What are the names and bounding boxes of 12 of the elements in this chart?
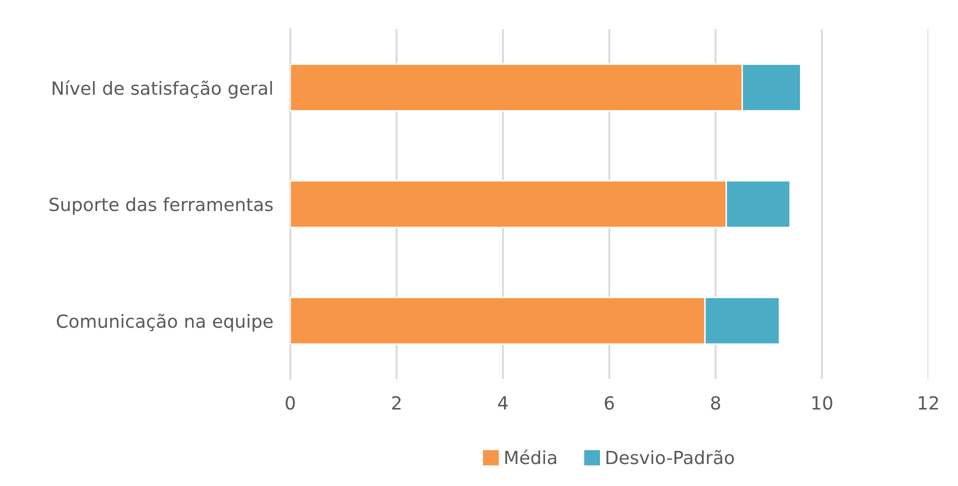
x-tick-label: 4 — [498, 396, 508, 410]
y-tick-label: Nível de satisfação geral — [52, 80, 272, 98]
x-tick-label: 6 — [604, 396, 614, 410]
x-tick-label: 12 — [918, 396, 938, 410]
x-tick-label: 8 — [711, 396, 720, 410]
legend-label: Desvio-Padrão — [606, 450, 734, 464]
y-tick-label: Comunicação na equipe — [56, 314, 273, 332]
x-tick-label: 2 — [392, 396, 401, 410]
y-tick-label: Suporte das ferramentas — [50, 197, 273, 215]
x-tick-label: 10 — [812, 396, 832, 410]
x-tick-label: 0 — [286, 396, 295, 410]
legend-label: Média — [505, 450, 556, 464]
